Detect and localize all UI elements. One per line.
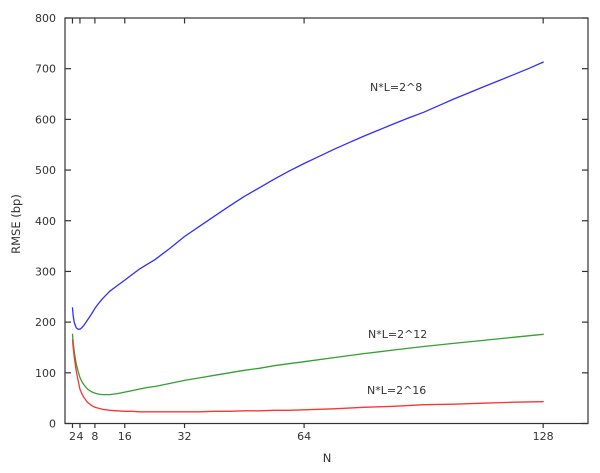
y-axis-title: RMSE (bp) [9,194,23,254]
x-tick-label: 8 [91,430,98,443]
series-line-1 [71,333,544,396]
y-tick-label: 400 [35,215,56,228]
x-tick-label: 2 [69,430,76,443]
axes-box [64,17,589,425]
y-tick-label: 0 [49,418,56,431]
y-tick-label: 300 [35,265,56,278]
series-line-0 [71,61,544,330]
series-line-2 [71,339,544,413]
x-tick-label: 4 [76,430,83,443]
x-tick-label: 64 [297,430,311,443]
x-tick-label: 128 [533,430,554,443]
y-tick-label: 600 [35,113,56,126]
annotation-series-2-16: N*L=2^16 [367,384,427,397]
y-tick-label: 800 [35,12,56,25]
x-tick-label: 16 [118,430,132,443]
annotation-series-2-8: N*L=2^8 [370,81,423,94]
y-tick-label: 200 [35,316,56,329]
y-tick-label: 100 [35,367,56,380]
x-tick-label: 32 [178,430,192,443]
y-tick-label: 500 [35,164,56,177]
annotation-series-2-12: N*L=2^12 [368,328,428,341]
y-tick-label: 700 [35,63,56,76]
x-axis-title: N [322,451,332,465]
